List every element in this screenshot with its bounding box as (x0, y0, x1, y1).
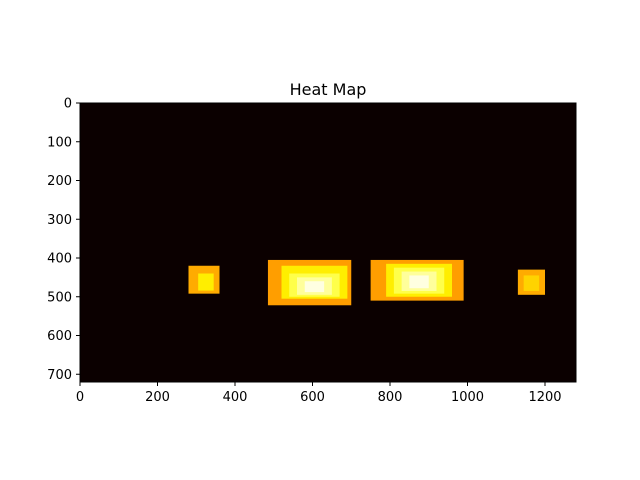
y-tick-label: 100 (47, 135, 72, 150)
x-tick-label: 1000 (451, 390, 484, 405)
x-tick-label: 200 (145, 390, 170, 405)
x-tick-label: 0 (76, 390, 84, 405)
heat-region-1 (198, 273, 214, 291)
plot-frame (79, 102, 577, 383)
y-tick-label: 600 (47, 329, 72, 344)
y-tick-label: 700 (47, 368, 72, 383)
chart-title: Heat Map (290, 80, 367, 99)
x-tick-label: 400 (223, 390, 248, 405)
y-tick-label: 0 (64, 97, 72, 112)
y-tick-label: 400 (47, 252, 72, 267)
heat-region-13 (523, 275, 540, 291)
plot-area (80, 103, 576, 382)
axes: 0 200 400 600 800 1000 1200 0 100 200 300 400 500 600… (47, 97, 577, 405)
x-tick-label: 1200 (528, 390, 561, 405)
x-tick-label: 800 (378, 390, 403, 405)
x-tick-label: 600 (300, 390, 325, 405)
y-tick-label: 500 (47, 290, 72, 305)
y-tick-label: 300 (47, 213, 72, 228)
heat-region-6 (304, 281, 325, 293)
y-tick-label: 200 (47, 174, 72, 189)
heatmap-background (80, 103, 576, 382)
heat-region-11 (409, 275, 429, 289)
